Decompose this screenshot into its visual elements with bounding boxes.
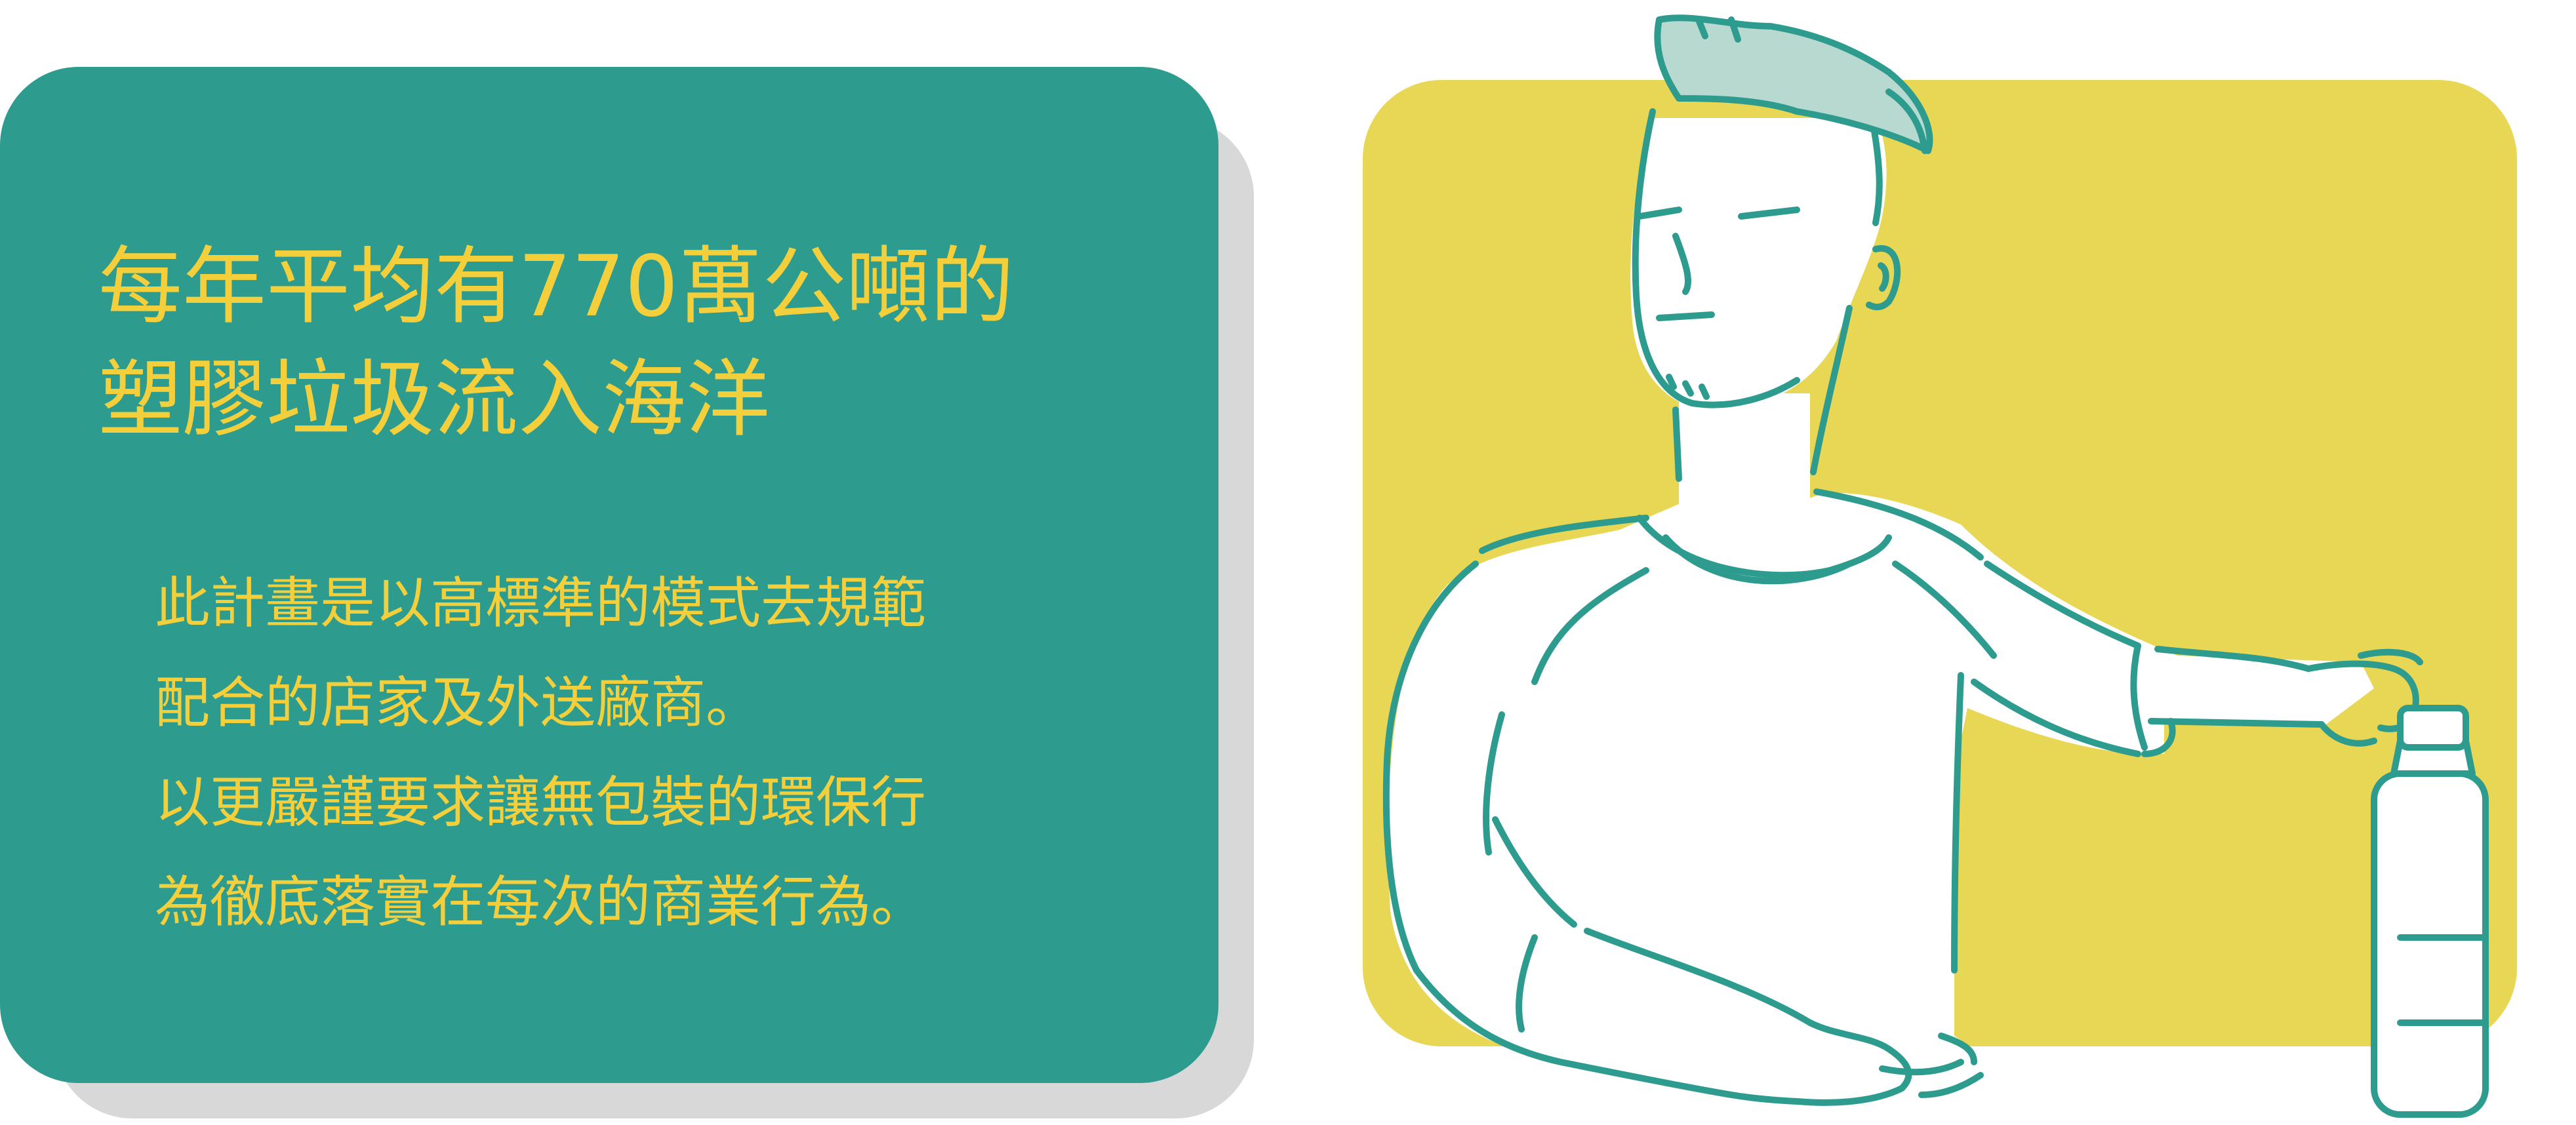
left-finger: [1879, 1059, 1964, 1076]
stubble-mark: [1682, 380, 1694, 397]
neck-left: [1672, 406, 1682, 482]
right-shoulder: [1813, 488, 1984, 561]
left-eyebrow: [1636, 207, 1682, 220]
right-thumb: [2318, 721, 2377, 747]
stubble-mark: [1666, 374, 1677, 390]
collar-inner: [1662, 534, 1853, 585]
right-forearm-top: [2154, 646, 2312, 672]
torso-right: [1951, 672, 1964, 974]
head-left-outline: [1632, 108, 1695, 406]
left-hand-bottom: [1728, 1085, 1905, 1106]
left-forearm-bottom: [1413, 967, 1735, 1098]
right-sleeve-seam: [1892, 561, 1997, 659]
bottle-nozzle: [2397, 705, 2469, 751]
body-line-3: 以更嚴謹要求讓無包裝的環保行: [155, 770, 927, 835]
neck-right: [1810, 305, 1853, 475]
right-upper-arm-bottom: [1971, 679, 2141, 757]
left-arm-outer: [1382, 561, 1479, 974]
hair-strand: [1695, 16, 1708, 39]
mouth: [1656, 311, 1715, 321]
ear-inner: [1878, 262, 1889, 292]
body-line-4: 為徹底落實在每次的商業行為。: [155, 870, 927, 934]
nose: [1672, 233, 1692, 295]
left-finger: [1938, 1033, 1977, 1065]
left-forearm: [1492, 816, 1577, 928]
ear: [1866, 245, 1901, 311]
hair-strand: [1885, 89, 1928, 154]
info-card: [0, 67, 1218, 1083]
bottle-body: [2371, 770, 2489, 1118]
left-forearm-top: [1584, 928, 1813, 1026]
head-right-outline: [1871, 128, 1883, 226]
man-illustration: [1363, 14, 2517, 1118]
headline-line-2: 塑膠垃圾流入海洋: [98, 351, 771, 448]
left-finger: [1918, 1072, 1984, 1098]
left-shoulder: [1479, 515, 1649, 554]
right-eyebrow: [1738, 207, 1800, 220]
left-elbow: [1516, 934, 1538, 1033]
right-finger: [2358, 648, 2423, 665]
stubble-mark: [1699, 384, 1710, 400]
right-cuff-end: [2141, 718, 2176, 757]
right-forearm-bottom: [2148, 718, 2325, 728]
left-sleeve-seam: [1531, 567, 1649, 685]
headline-line-1: 每年平均有770萬公噸的: [98, 238, 1015, 336]
right-upper-arm-top: [1984, 561, 2141, 649]
body-line-2: 配合的店家及外送廠商。: [155, 671, 761, 735]
neck-fill: [1679, 393, 1810, 511]
body-line-1: 此計畫是以高標準的模式去規範: [155, 571, 927, 635]
headline: 每年平均有770萬公噸的 塑膠垃圾流入海洋: [98, 231, 1014, 456]
hair-strand: [1728, 16, 1741, 43]
body-text: 此計畫是以高標準的模式去規範 配合的店家及外送廠商。 以更嚴謹要求讓無包裝的環保…: [155, 553, 926, 952]
right-cuff: [2130, 642, 2148, 751]
spray-bottle-icon: [2371, 705, 2489, 1118]
face-fill: [1630, 118, 1887, 413]
jaw-line: [1689, 377, 1800, 408]
hair: [1654, 14, 1933, 154]
left-arm-inner: [1483, 711, 1505, 856]
